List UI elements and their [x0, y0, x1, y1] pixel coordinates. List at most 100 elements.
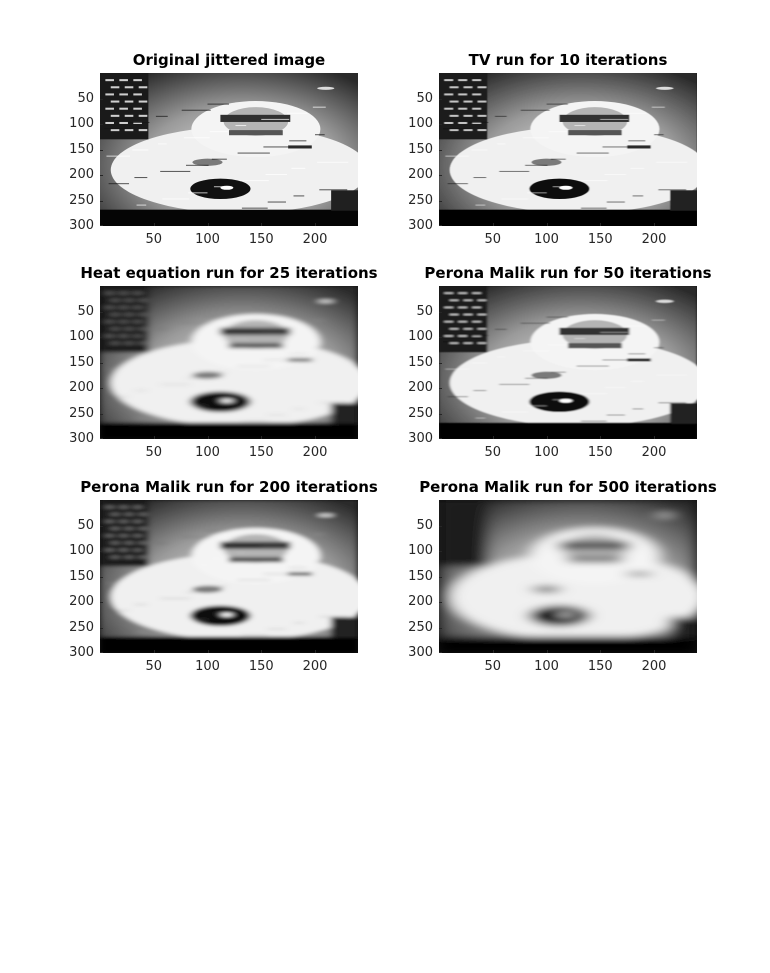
x-tick-mark — [207, 223, 209, 226]
y-tick-mark — [100, 124, 103, 125]
y-tick-mark — [439, 551, 442, 552]
panel-title: TV run for 10 iterations — [468, 51, 668, 69]
x-tick-label: 150 — [587, 659, 613, 674]
y-tick-label: 50 — [77, 303, 94, 319]
y-tick-label: 50 — [416, 303, 433, 319]
x-tick-mark — [600, 436, 602, 439]
x-tick-label: 50 — [145, 445, 163, 460]
image-panel — [439, 73, 697, 226]
x-tick-label: 50 — [484, 445, 502, 460]
x-tick-mark — [600, 223, 602, 226]
y-tick-label: 200 — [408, 167, 433, 182]
y-tick-label: 300 — [408, 645, 433, 660]
y-tick-mark — [100, 551, 103, 552]
y-tick-mark — [439, 337, 442, 338]
x-tick-label: 200 — [641, 659, 667, 674]
y-tick-label: 150 — [408, 141, 433, 157]
y-tick-label: 150 — [408, 354, 433, 370]
x-tick-mark — [315, 223, 316, 226]
x-tick-label: 150 — [248, 445, 274, 460]
y-tick-mark — [100, 98, 103, 100]
y-tick-mark — [439, 200, 442, 202]
panel-title: Original jittered image — [132, 51, 326, 69]
y-tick-mark — [100, 652, 103, 653]
y-tick-mark — [439, 576, 442, 578]
image-panel — [100, 286, 358, 439]
y-tick-label: 100 — [408, 543, 433, 558]
x-tick-mark — [261, 223, 263, 226]
x-tick-mark — [315, 436, 316, 439]
x-tick-label: 100 — [534, 445, 559, 460]
y-tick-label: 100 — [408, 116, 433, 131]
x-tick-mark — [654, 436, 655, 439]
x-tick-label: 200 — [302, 659, 328, 674]
y-tick-mark — [100, 311, 103, 313]
x-tick-mark — [546, 650, 548, 653]
y-tick-mark — [439, 602, 442, 603]
x-tick-label: 200 — [641, 232, 667, 247]
x-tick-mark — [546, 223, 548, 226]
x-tick-mark — [492, 650, 494, 653]
y-tick-mark — [100, 627, 103, 629]
y-tick-label: 100 — [69, 116, 94, 131]
panel-title: Heat equation run for 25 iterations — [80, 264, 378, 282]
y-tick-mark — [100, 175, 103, 176]
y-tick-mark — [439, 311, 442, 313]
image-panel — [439, 286, 697, 439]
y-tick-label: 200 — [408, 594, 433, 609]
y-tick-label: 250 — [408, 619, 433, 635]
x-tick-label: 50 — [145, 659, 163, 674]
x-tick-label: 150 — [587, 445, 613, 460]
x-tick-mark — [261, 650, 263, 653]
x-tick-label: 200 — [302, 445, 328, 460]
y-tick-mark — [439, 225, 442, 226]
y-tick-mark — [100, 413, 103, 415]
y-tick-mark — [100, 200, 103, 202]
y-tick-label: 50 — [77, 90, 94, 106]
y-tick-mark — [439, 362, 442, 364]
y-tick-mark — [100, 362, 103, 364]
y-tick-label: 200 — [408, 380, 433, 395]
y-tick-label: 100 — [69, 329, 94, 344]
x-tick-mark — [315, 650, 316, 653]
y-tick-mark — [439, 438, 442, 439]
y-tick-mark — [439, 388, 442, 389]
x-tick-mark — [654, 223, 655, 226]
y-tick-mark — [439, 124, 442, 125]
x-tick-mark — [600, 650, 602, 653]
grayscale-image — [439, 500, 697, 653]
y-tick-mark — [100, 225, 103, 226]
x-tick-mark — [492, 436, 494, 439]
x-tick-mark — [492, 223, 494, 226]
x-tick-label: 50 — [145, 232, 163, 247]
x-tick-label: 50 — [484, 232, 502, 247]
image-panel — [100, 500, 358, 653]
y-tick-label: 250 — [408, 405, 433, 421]
x-tick-label: 200 — [641, 445, 667, 460]
y-tick-label: 300 — [408, 431, 433, 446]
y-tick-label: 100 — [69, 543, 94, 558]
y-tick-label: 100 — [408, 329, 433, 344]
y-tick-label: 300 — [69, 645, 94, 660]
x-tick-label: 100 — [534, 232, 559, 247]
y-tick-label: 200 — [69, 167, 94, 182]
y-tick-mark — [439, 525, 442, 527]
y-tick-label: 150 — [69, 141, 94, 157]
x-tick-label: 150 — [248, 659, 274, 674]
y-tick-mark — [100, 149, 103, 151]
x-tick-mark — [261, 436, 263, 439]
y-tick-label: 200 — [69, 380, 94, 395]
x-tick-label: 200 — [302, 232, 328, 247]
x-tick-mark — [654, 650, 655, 653]
y-tick-mark — [439, 98, 442, 100]
grayscale-image — [100, 73, 358, 226]
y-tick-mark — [100, 602, 103, 603]
grayscale-image — [439, 73, 697, 226]
y-tick-mark — [439, 652, 442, 653]
y-tick-label: 50 — [77, 517, 94, 533]
x-tick-label: 100 — [195, 445, 220, 460]
y-tick-label: 150 — [408, 568, 433, 584]
panel-title: Perona Malik run for 200 iterations — [80, 478, 378, 496]
x-tick-mark — [153, 223, 155, 226]
grayscale-image — [100, 500, 358, 653]
